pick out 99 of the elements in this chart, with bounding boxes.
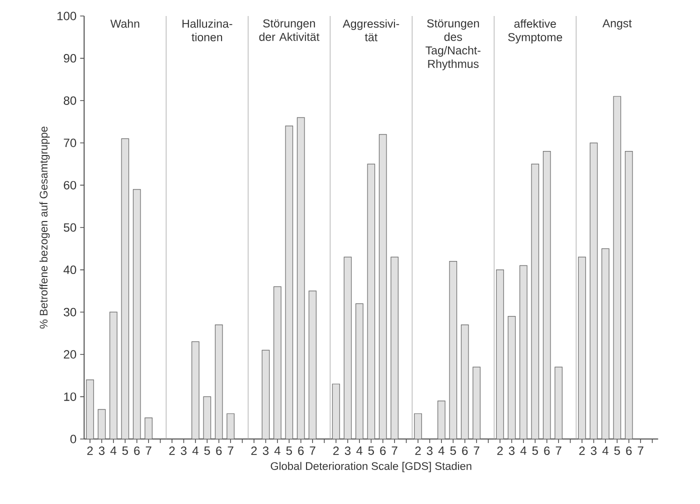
bar [613, 96, 622, 440]
x-tick-label: 7 [310, 446, 316, 455]
x-tick-label: 3 [344, 446, 351, 456]
x-tick-label: 2 [87, 446, 93, 455]
bar [542, 151, 551, 440]
x-tick-label: 5 [532, 446, 538, 455]
x-tick-label: 3 [590, 446, 597, 456]
x-tick-label: 7 [146, 446, 152, 455]
x-tick-label: 7 [228, 446, 234, 455]
bar [496, 270, 504, 440]
bar [520, 265, 528, 440]
bar [449, 261, 458, 440]
bar [226, 413, 235, 440]
x-tick-label: 5 [450, 446, 456, 455]
x-tick-label: 6 [216, 446, 222, 456]
bar [262, 350, 270, 440]
bar [132, 189, 141, 440]
x-tick-label: 3 [426, 446, 433, 456]
y-tick-label: 70 [64, 138, 76, 148]
x-tick-label: 6 [462, 446, 468, 456]
bar [531, 164, 540, 440]
bar [378, 134, 387, 440]
x-tick-label: 7 [392, 446, 398, 455]
annotation: Aggressivi-tät [342, 19, 400, 42]
bar [624, 151, 633, 440]
x-tick-label: 2 [169, 446, 175, 455]
x-tick-label: 6 [134, 446, 140, 456]
y-tick-label: 60 [64, 180, 76, 190]
x-tick-label: 5 [368, 446, 374, 455]
bar [508, 316, 516, 440]
x-tick-label: 3 [508, 446, 515, 456]
x-tick-label: 5 [204, 446, 210, 455]
bar [203, 396, 212, 440]
x-tick-label: 2 [333, 446, 339, 455]
x-tick-label: 4 [356, 446, 362, 455]
x-tick-label: 4 [520, 446, 526, 455]
annotation: Störungen des Tag/Nacht-Rhythmus [426, 19, 480, 70]
bar [274, 286, 282, 440]
x-tick-label: 4 [274, 446, 280, 455]
x-tick-label: 3 [180, 446, 187, 456]
bar [144, 418, 153, 440]
bar [414, 413, 422, 440]
x-axis-title: Global Deterioration Scale [GDS] Stadien [270, 462, 472, 472]
x-tick-label: 2 [579, 446, 585, 455]
x-tick-label: 3 [98, 446, 105, 456]
bar [296, 117, 305, 440]
bar [460, 324, 469, 440]
x-tick-label: 7 [474, 446, 480, 455]
bar [602, 248, 610, 440]
bar [367, 164, 376, 440]
bar [98, 409, 106, 440]
y-tick-label: 0 [70, 434, 76, 444]
x-tick-label: 4 [438, 446, 444, 455]
bar [214, 324, 223, 440]
x-tick-label: 6 [380, 446, 386, 456]
x-tick-label: 6 [626, 446, 632, 456]
x-tick-label: 4 [110, 446, 116, 455]
x-tick-label: 5 [614, 446, 620, 455]
x-tick-label: 5 [286, 446, 292, 455]
annotation: Wahn [110, 19, 140, 28]
y-axis-title: % Betroffene bezogen auf Gesamtgruppe [39, 126, 50, 329]
bar [438, 400, 446, 440]
x-tick-label: 5 [122, 446, 128, 455]
y-tick-label: 80 [64, 96, 76, 105]
bar [285, 126, 294, 440]
bar [308, 290, 317, 440]
y-tick-label: 100 [58, 12, 76, 20]
x-tick-label: 4 [602, 446, 608, 455]
annotation: Angst [602, 19, 632, 30]
x-tick-label: 7 [638, 446, 644, 455]
y-tick-label: 10 [64, 392, 76, 401]
bar [110, 312, 118, 440]
annotation: Störungen der Aktivität [259, 19, 320, 41]
x-tick-label: 7 [556, 446, 562, 455]
y-tick-label: 20 [64, 350, 76, 359]
bar [192, 341, 200, 440]
bar [472, 366, 481, 440]
bar [332, 384, 340, 440]
x-tick-label: 3 [262, 446, 269, 456]
x-tick-label: 2 [415, 446, 421, 455]
bar [121, 138, 130, 440]
bar [554, 366, 563, 440]
annotation: affektive Symptome [508, 19, 562, 44]
bar [590, 142, 598, 440]
x-tick-label: 6 [544, 446, 550, 456]
annotation: Halluzina-tionen [182, 19, 232, 42]
bar [344, 256, 352, 440]
bar [356, 303, 364, 440]
x-tick-label: 2 [497, 446, 503, 455]
y-tick-label: 90 [64, 54, 76, 63]
bar [86, 379, 94, 440]
y-tick-label: 30 [64, 308, 76, 316]
bar [578, 256, 586, 440]
bar [390, 256, 399, 440]
x-tick-label: 2 [251, 446, 257, 455]
y-tick-label: 50 [64, 223, 76, 232]
y-tick-label: 40 [64, 266, 76, 274]
x-tick-label: 4 [192, 446, 198, 455]
x-tick-label: 6 [298, 446, 304, 456]
